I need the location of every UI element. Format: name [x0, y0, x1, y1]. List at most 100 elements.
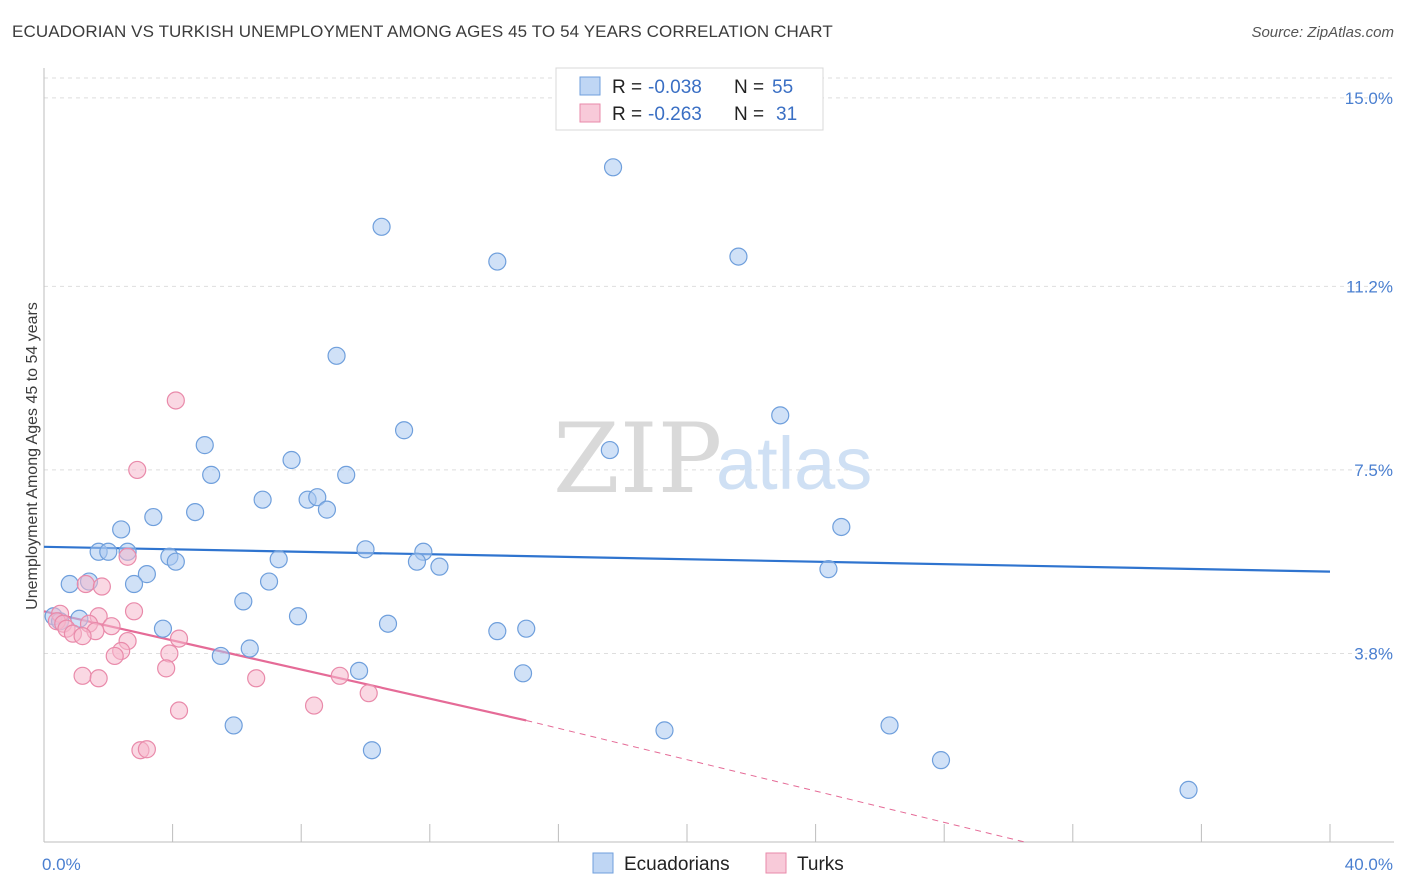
y-tick-label: 15.0% [1345, 89, 1393, 108]
point-ecuadorian [186, 502, 205, 522]
point-ecuadorian [144, 507, 163, 527]
point-turk [89, 669, 108, 688]
trend-line-turks-extension [526, 719, 1025, 843]
point-turk [157, 659, 176, 678]
point-ecuadorian [202, 465, 221, 484]
legend-r-label: R = [612, 104, 642, 125]
point-ecuadorian [488, 252, 507, 271]
point-ecuadorian [362, 741, 382, 760]
y-tick-label: 7.5% [1354, 461, 1393, 480]
y-axis-label: Unemployment Among Ages 45 to 54 years [24, 302, 41, 610]
point-turk [169, 701, 189, 720]
trend-line-ecuadorians [43, 545, 1331, 573]
legend-n-value: 55 [772, 77, 793, 98]
point-ecuadorian [137, 565, 156, 584]
point-turk [160, 644, 179, 663]
point-turk [124, 602, 144, 621]
point-ecuadorian [124, 574, 144, 594]
point-ecuadorian [99, 542, 118, 561]
point-ecuadorian [513, 664, 533, 683]
x-axis-ticks [43, 824, 1331, 842]
point-ecuadorian [407, 552, 427, 571]
point-ecuadorian [349, 661, 369, 680]
chart-title: ECUADORIAN VS TURKISH UNEMPLOYMENT AMONG… [12, 22, 833, 41]
point-turk [330, 666, 349, 685]
point-turk [73, 666, 92, 685]
point-ecuadorian [430, 557, 449, 576]
point-ecuadorian [517, 619, 536, 638]
point-ecuadorian [655, 721, 674, 740]
point-ecuadorian [60, 574, 79, 594]
point-ecuadorian [819, 560, 838, 579]
point-ecuadorian [166, 552, 185, 571]
point-ecuadorian [259, 572, 279, 591]
x-tick-label-min: 0.0% [42, 855, 81, 874]
point-ecuadorian [488, 622, 507, 641]
scatter-points [44, 158, 1198, 800]
point-turk [169, 629, 189, 648]
point-ecuadorian [394, 421, 414, 440]
point-turk [102, 617, 121, 636]
legend-r-value: -0.038 [648, 77, 702, 98]
point-ecuadorian [269, 550, 288, 569]
point-ecuadorian [327, 346, 346, 365]
point-ecuadorian [378, 614, 398, 633]
point-turk [359, 684, 378, 703]
point-ecuadorian [282, 450, 301, 470]
point-ecuadorian [317, 500, 337, 519]
point-ecuadorian [253, 490, 272, 509]
legend-bottom-swatch-turks [765, 852, 787, 874]
legend-n-label: N = [734, 104, 764, 125]
point-turk [118, 547, 137, 566]
watermark-atlas: atlas [716, 422, 872, 505]
x-tick-label-max: 40.0% [1345, 855, 1393, 874]
source-label: Source: ZipAtlas.com [1251, 24, 1394, 41]
legend-swatch-ecuadorians [579, 76, 601, 96]
point-ecuadorian [153, 619, 173, 638]
point-ecuadorian [211, 646, 230, 666]
legend-n-label: N = [734, 77, 764, 98]
point-turk [128, 460, 147, 480]
point-ecuadorian [308, 488, 327, 507]
point-ecuadorian [195, 436, 214, 455]
point-ecuadorian [112, 520, 131, 539]
point-ecuadorian [234, 592, 253, 611]
point-ecuadorian [771, 406, 790, 425]
point-ecuadorian [832, 517, 851, 537]
point-ecuadorian [729, 247, 748, 266]
point-ecuadorian [603, 158, 623, 177]
point-ecuadorian [880, 716, 899, 735]
legend-bottom: Ecuadorians Turks [592, 852, 844, 875]
watermark-zip: ZIP [553, 403, 722, 515]
legend-n-value: 31 [776, 104, 797, 125]
grid-lines [44, 77, 1394, 654]
trend-lines [43, 545, 1331, 843]
point-turk [247, 669, 266, 688]
point-turk [166, 391, 185, 410]
point-ecuadorian [224, 716, 243, 735]
point-turk [92, 577, 111, 596]
legend-r-label: R = [612, 77, 642, 98]
y-tick-labels: 3.8% 7.5% 11.2% 15.0% [1345, 89, 1393, 664]
y-tick-label: 3.8% [1354, 644, 1393, 663]
point-ecuadorian [337, 465, 356, 484]
watermark: ZIP atlas [553, 403, 872, 515]
point-turk [76, 574, 95, 594]
legend-swatch-turks [579, 103, 601, 123]
point-ecuadorian [600, 440, 619, 460]
point-ecuadorian [931, 751, 951, 770]
point-turk [73, 627, 92, 646]
point-turk [137, 740, 156, 759]
point-turk [304, 696, 324, 715]
point-ecuadorian [240, 639, 259, 658]
point-ecuadorian [288, 607, 308, 626]
legend-bottom-label-ecuadorians: Ecuadorians [624, 854, 730, 875]
point-turk [105, 646, 124, 666]
trend-line-turks [43, 610, 527, 722]
point-ecuadorian [372, 217, 391, 236]
point-ecuadorian [1179, 780, 1198, 800]
legend-bottom-swatch-ecuadorians [592, 852, 614, 874]
legend-top: R = -0.038 N = 55 R = -0.263 N = 31 [555, 67, 824, 131]
legend-r-value: -0.263 [648, 104, 702, 125]
